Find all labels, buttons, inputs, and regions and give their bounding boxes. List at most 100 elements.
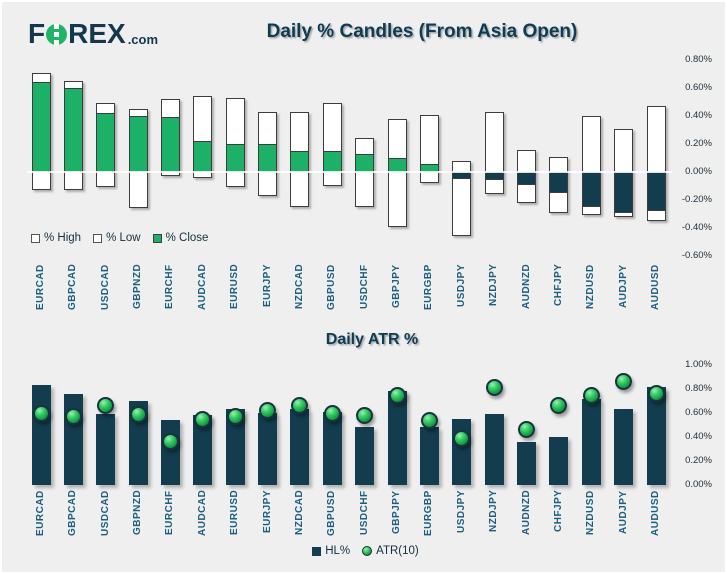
logo-dot-com: .com — [127, 32, 159, 47]
legend-item-high: % High — [31, 232, 81, 244]
y-tick: 0.20% — [685, 455, 712, 466]
candle-close-usdjpy — [452, 172, 472, 179]
x-label-eurusd: EURUSD — [229, 490, 241, 536]
logo-letter-f: F — [28, 18, 46, 49]
atr-dot-eurjpy — [259, 402, 277, 420]
x-label-nzdusd: NZDUSD — [585, 490, 597, 535]
x-label-usdcad: USDCAD — [99, 490, 111, 536]
candle-close-gbpcad — [63, 88, 83, 172]
candle-close-usdcad — [96, 113, 116, 172]
y-tick: 0.20% — [685, 138, 712, 149]
y-tick: -0.20% — [681, 194, 712, 205]
x-label-gbpjpy: GBPJPY — [391, 490, 403, 534]
candle-close-eurchf — [160, 117, 180, 172]
x-label-audjpy: AUDJPY — [617, 490, 629, 534]
bottom-chart-legend: HL% ATR(10) — [2, 545, 725, 557]
hl-bar-audjpy — [614, 409, 634, 485]
atr-dot-eurchf — [161, 433, 179, 451]
x-label-eurgbp: EURGBP — [423, 490, 435, 536]
hl-swatch-icon — [312, 546, 322, 556]
candle-range-usdjpy — [452, 160, 472, 237]
y-tick: 1.00% — [685, 359, 712, 370]
y-tick: 0.40% — [685, 110, 712, 121]
high-swatch-icon — [31, 233, 40, 243]
legend-label-low: % Low — [106, 232, 141, 244]
candle-close-gbpusd — [322, 151, 342, 172]
atr-dot-nzdcad — [291, 397, 309, 415]
x-label-eurchf: EURCHF — [164, 490, 176, 535]
hl-bar-audnzd — [517, 441, 537, 485]
candle-close-gbpnzd — [128, 116, 148, 172]
x-label-chfjpy: CHFJPY — [552, 490, 564, 533]
y-tick: 0.00% — [685, 479, 712, 490]
candle-close-eurcad — [31, 82, 51, 172]
candle-close-eurusd — [225, 144, 245, 172]
atr-dot-audusd — [647, 385, 665, 403]
legend-item-hl: HL% — [312, 545, 350, 557]
legend-label-hl: HL% — [325, 545, 351, 557]
low-swatch-icon — [93, 233, 103, 243]
legend-label-high: % High — [44, 232, 82, 244]
hl-bar-usdchf — [355, 427, 375, 485]
atr-dot-audnzd — [518, 421, 536, 439]
y-tick: -0.40% — [681, 222, 712, 233]
forex-logo: F REX .com — [28, 18, 158, 50]
x-label-gbpcad: GBPCAD — [67, 490, 79, 537]
hl-bar-eurgbp — [419, 427, 439, 485]
logo-letters-rex: REX — [68, 18, 126, 49]
x-label-gbpnzd: GBPNZD — [132, 490, 144, 536]
hl-bar-gbpnzd — [128, 401, 148, 485]
legend-item-atr: ATR(10) — [362, 545, 419, 557]
candle-close-audjpy — [614, 172, 634, 213]
zero-gridline — [27, 171, 672, 173]
hl-bar-audusd — [646, 386, 666, 485]
candle-close-nzdusd — [581, 172, 601, 207]
atr-dot-gbpusd — [323, 404, 341, 422]
x-label-audcad: AUDCAD — [196, 490, 208, 537]
y-tick: 0.00% — [685, 166, 712, 177]
candle-close-audnzd — [517, 172, 537, 185]
legend-label-close: % Close — [165, 232, 209, 244]
y-tick: 0.80% — [685, 383, 712, 394]
hl-bar-eurcad — [31, 385, 51, 485]
atr-dot-nzdjpy — [485, 379, 503, 397]
hl-bar-nzdusd — [581, 398, 601, 485]
candle-close-nzdcad — [290, 151, 310, 172]
hl-bar-audcad — [193, 415, 213, 485]
bottom-chart-title: Daily ATR % — [325, 331, 419, 348]
y-tick: 0.60% — [685, 407, 712, 418]
atr-dot-usdchf — [356, 406, 374, 424]
hl-bar-gbpusd — [322, 411, 342, 485]
forex-o-icon — [46, 23, 68, 45]
candle-close-audcad — [193, 141, 213, 172]
hl-bar-eurjpy — [258, 413, 278, 485]
close-swatch-icon — [152, 233, 162, 243]
top-chart-title: Daily % Candles (From Asia Open) — [266, 21, 578, 42]
x-label-nzdcad: NZDCAD — [293, 490, 305, 536]
candle-close-eurgbp — [419, 163, 439, 172]
candle-close-nzdjpy — [484, 172, 504, 181]
x-label-usdjpy: USDJPY — [455, 490, 467, 534]
x-label-audnzd: AUDNZD — [520, 490, 532, 536]
legend-label-atr: ATR(10) — [376, 545, 419, 557]
atr-dot-gbpcad — [64, 408, 82, 426]
legend-item-close: % Close — [152, 232, 209, 244]
hl-bar-usdcad — [96, 414, 116, 485]
candle-close-audusd — [646, 172, 666, 212]
x-label-usdchf: USDCHF — [358, 490, 370, 535]
candle-close-chfjpy — [549, 172, 569, 193]
x-label-nzdjpy: NZDJPY — [488, 490, 500, 533]
atr-dot-gbpnzd — [129, 405, 147, 423]
atr-dot-audjpy — [615, 373, 633, 391]
atr-dot-chfjpy — [550, 397, 568, 415]
atr-dot-nzdusd — [582, 386, 600, 404]
y-tick: 0.40% — [685, 431, 712, 442]
hl-bar-eurchf — [160, 420, 180, 485]
atr-dot-eurcad — [32, 404, 50, 422]
atr-dot-gbpjpy — [388, 386, 406, 404]
candle-close-usdchf — [355, 153, 375, 172]
atr-dot-usdjpy — [453, 429, 471, 447]
y-tick: -0.60% — [681, 250, 712, 261]
